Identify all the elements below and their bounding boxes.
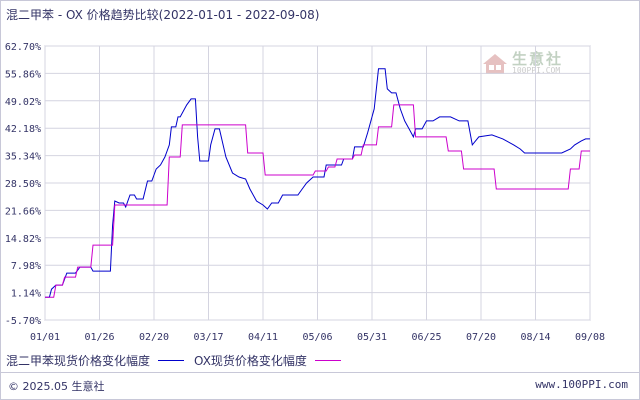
x-tick-label: 07/20 bbox=[466, 332, 496, 343]
series-line-1 bbox=[45, 104, 590, 298]
x-axis-labels: 01/01 01/26 02/20 03/17 04/11 05/06 05/31 06/25… bbox=[30, 332, 605, 343]
line-chart: 62.70% 55.86% 49.02% 42.18% 35.34% 28.50% 21.6… bbox=[5, 42, 605, 343]
series-lines bbox=[45, 68, 590, 298]
x-tick-label: 01/26 bbox=[84, 332, 114, 343]
y-tick-label: 55.86% bbox=[5, 69, 41, 80]
y-tick-label: 1.14% bbox=[11, 289, 41, 300]
y-tick-label: 14.82% bbox=[5, 234, 41, 245]
x-tick-label: 06/25 bbox=[411, 332, 441, 343]
x-tick-label: 04/11 bbox=[248, 332, 278, 343]
copyright: © 2025.05 生意社 bbox=[8, 380, 105, 393]
legend-swatch-0 bbox=[158, 360, 185, 361]
x-tick-label: 03/17 bbox=[193, 332, 223, 343]
watermark: 生意社 100PPI.COM bbox=[482, 52, 563, 75]
x-tick-label: 05/06 bbox=[302, 332, 332, 343]
y-tick-label: 35.34% bbox=[5, 152, 41, 163]
y-tick-label: -5.70% bbox=[5, 316, 41, 327]
y-tick-label: 21.66% bbox=[5, 206, 41, 217]
grid bbox=[44, 45, 591, 321]
legend-label-1: OX现货价格变化幅度 bbox=[194, 354, 307, 368]
watermark-name: 生意社 bbox=[512, 50, 564, 68]
house-logo-icon bbox=[483, 53, 507, 74]
x-tick-label: 09/08 bbox=[575, 332, 605, 343]
y-tick-label: 28.50% bbox=[5, 179, 41, 190]
legend-label-0: 混二甲苯现货价格变化幅度 bbox=[6, 354, 151, 368]
y-tick-label: 49.02% bbox=[5, 97, 41, 108]
watermark-url: 100PPI.COM bbox=[512, 66, 561, 75]
series-line-0 bbox=[45, 68, 590, 298]
y-tick-label: 42.18% bbox=[5, 124, 41, 135]
x-tick-label: 08/14 bbox=[520, 332, 550, 343]
y-tick-label: 7.98% bbox=[11, 261, 41, 272]
y-tick-label: 62.70% bbox=[5, 42, 41, 53]
y-axis-labels: 62.70% 55.86% 49.02% 42.18% 35.34% 28.50% 21.6… bbox=[5, 42, 41, 327]
chart-title: 混二甲苯 - OX 价格趋势比较(2022-01-01 - 2022-09-08… bbox=[6, 8, 320, 22]
x-tick-label: 05/31 bbox=[357, 332, 387, 343]
x-tick-label: 01/01 bbox=[30, 332, 60, 343]
legend-swatch-1 bbox=[314, 360, 341, 361]
site-url-link[interactable]: www.100PPI.com bbox=[535, 378, 628, 391]
footer-divider bbox=[0, 372, 640, 373]
legend: 混二甲苯现货价格变化幅度 OX现货价格变化幅度 bbox=[6, 352, 351, 369]
x-tick-label: 02/20 bbox=[139, 332, 169, 343]
